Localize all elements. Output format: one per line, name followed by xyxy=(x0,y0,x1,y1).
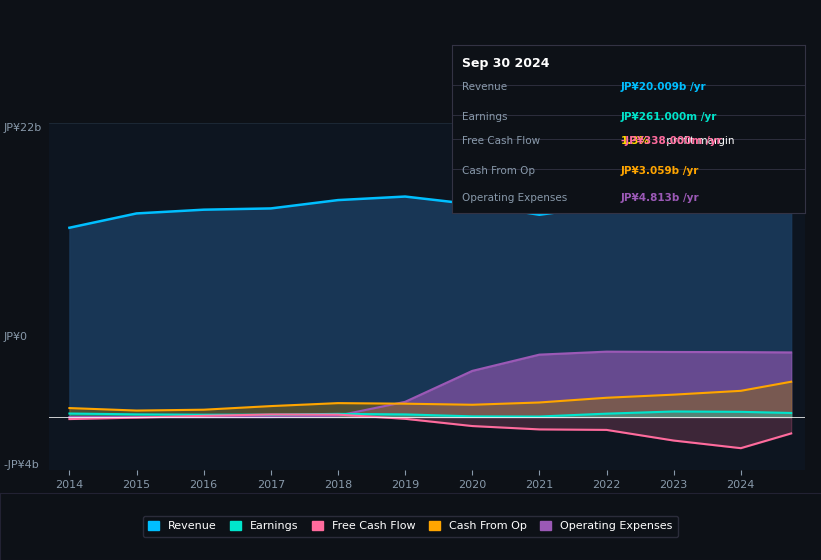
Text: Revenue: Revenue xyxy=(462,82,507,92)
Text: profit margin: profit margin xyxy=(663,136,735,146)
Text: Cash From Op: Cash From Op xyxy=(462,166,535,176)
Text: JP¥0: JP¥0 xyxy=(4,332,28,342)
Legend: Revenue, Earnings, Free Cash Flow, Cash From Op, Operating Expenses: Revenue, Earnings, Free Cash Flow, Cash … xyxy=(143,516,678,537)
Text: JP¥22b: JP¥22b xyxy=(4,123,42,133)
Text: JP¥20.009b /yr: JP¥20.009b /yr xyxy=(621,82,707,92)
Text: JP¥4.813b /yr: JP¥4.813b /yr xyxy=(621,193,699,203)
Text: Free Cash Flow: Free Cash Flow xyxy=(462,136,540,146)
Text: Earnings: Earnings xyxy=(462,112,507,122)
Text: Sep 30 2024: Sep 30 2024 xyxy=(462,57,549,69)
Text: JP¥3.059b /yr: JP¥3.059b /yr xyxy=(621,166,699,176)
Text: -JP¥338.000m /yr: -JP¥338.000m /yr xyxy=(621,136,722,146)
Text: JP¥261.000m /yr: JP¥261.000m /yr xyxy=(621,112,718,122)
Text: -JP¥4b: -JP¥4b xyxy=(4,460,39,470)
Text: 1.3%: 1.3% xyxy=(621,136,650,146)
Text: Operating Expenses: Operating Expenses xyxy=(462,193,567,203)
